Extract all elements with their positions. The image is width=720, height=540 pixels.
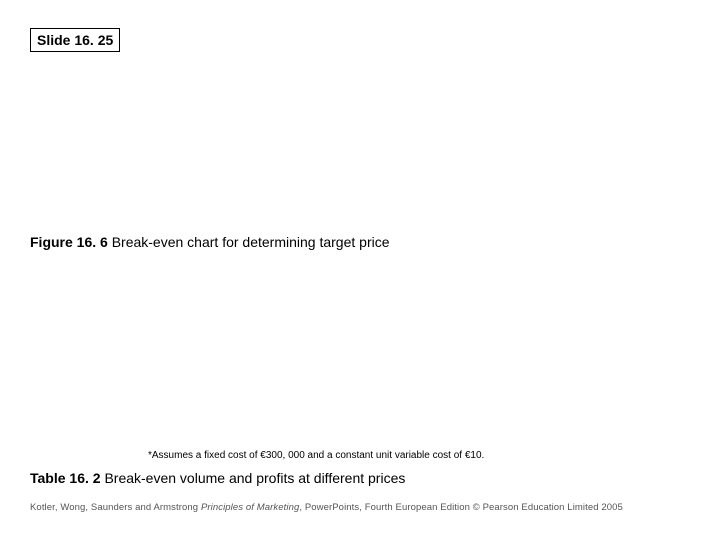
footer-rest: , PowerPoints, Fourth European Edition ©… [299,502,623,513]
figure-title: Break-even chart for determining target … [108,234,390,250]
footnote-text: *Assumes a fixed cost of €300, 000 and a… [148,450,484,461]
slide-container: Slide 16. 25 Figure 16. 6 Break-even cha… [0,0,720,540]
footer-book: Principles of Marketing [201,502,299,513]
table-title: Break-even volume and profits at differe… [101,470,406,486]
footer-authors: Kotler, Wong, Saunders and Armstrong [30,502,201,513]
table-label: Table 16. 2 [30,470,101,486]
figure-caption: Figure 16. 6 Break-even chart for determ… [30,234,390,250]
footer-attribution: Kotler, Wong, Saunders and Armstrong Pri… [30,502,623,513]
slide-number-text: Slide 16. 25 [37,32,113,48]
table-caption: Table 16. 2 Break-even volume and profit… [30,470,405,486]
footnote: *Assumes a fixed cost of €300, 000 and a… [148,450,484,461]
figure-label: Figure 16. 6 [30,234,108,250]
slide-number-tag: Slide 16. 25 [30,28,120,52]
